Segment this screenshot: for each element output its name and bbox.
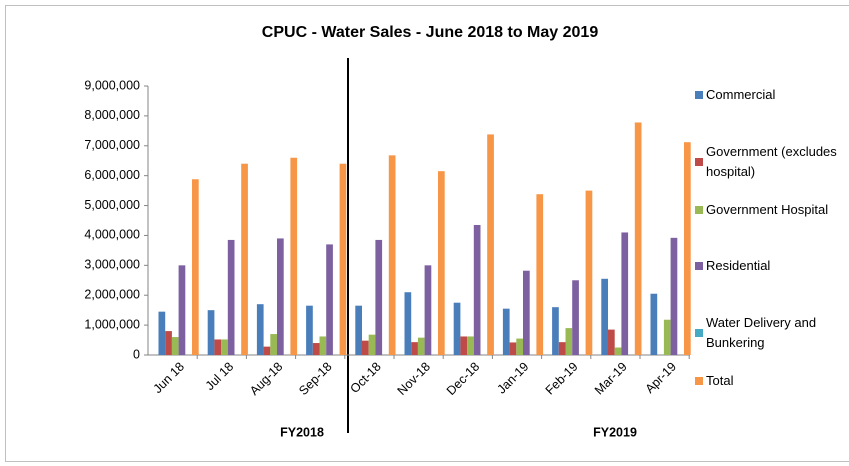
annotation: FY2018 <box>280 425 324 439</box>
bar <box>424 265 432 355</box>
legend-entry: Total <box>706 373 734 388</box>
legend-swatch <box>695 91 703 99</box>
y-tick-label: 3,000,000 <box>84 258 140 272</box>
annotation: FY2019 <box>593 425 637 439</box>
bar <box>178 265 186 355</box>
bar <box>417 337 425 355</box>
bar <box>614 347 622 355</box>
bar <box>263 346 271 355</box>
bar <box>241 163 248 355</box>
bar <box>634 122 642 355</box>
legend-label: Residential <box>706 258 771 273</box>
bar <box>684 142 691 355</box>
legend-label: Government Hospital <box>706 202 829 217</box>
chart-frame <box>5 5 849 462</box>
bar <box>565 328 573 355</box>
bar <box>487 134 494 355</box>
y-tick-label: 1,000,000 <box>84 317 140 331</box>
legend-entry: Government Hospital <box>706 202 829 217</box>
bar <box>621 232 629 355</box>
legend-entry: Government (excludes hospital) <box>706 144 837 179</box>
bar <box>221 339 228 355</box>
bar <box>165 331 172 355</box>
legend-label: Government (excludes hospital) <box>706 144 837 179</box>
bar <box>192 179 199 355</box>
bar <box>270 334 277 355</box>
legend-label: Total <box>706 373 734 388</box>
legend-swatch <box>695 377 703 385</box>
bar <box>362 340 369 355</box>
bar <box>585 190 593 355</box>
legend-swatch <box>695 206 703 214</box>
y-tick-label: 4,000,000 <box>84 228 140 242</box>
legend-swatch <box>695 262 703 270</box>
bar <box>207 310 215 355</box>
bar <box>312 343 320 355</box>
bar <box>572 280 579 355</box>
bar <box>368 334 376 355</box>
y-tick-label: 6,000,000 <box>84 168 140 182</box>
bar <box>608 329 615 355</box>
bar <box>670 237 678 355</box>
bar <box>158 311 166 355</box>
y-tick-label: 5,000,000 <box>84 198 140 212</box>
legend-entry: Residential <box>706 258 771 273</box>
bar <box>277 238 284 355</box>
bar <box>227 239 235 355</box>
chart-title: CPUC - Water Sales - June 2018 to May 20… <box>262 24 599 41</box>
y-tick-label: 8,000,000 <box>84 108 140 122</box>
legend-swatch <box>695 158 703 166</box>
bar <box>536 194 544 355</box>
bar <box>601 278 608 355</box>
bar <box>290 157 298 355</box>
bar <box>650 293 658 355</box>
bar <box>404 292 412 355</box>
bar <box>516 338 523 355</box>
bar <box>467 336 474 355</box>
legend-swatch <box>695 329 703 337</box>
legend-label: Water Delivery and Bunkering <box>706 315 817 350</box>
bar <box>326 244 333 355</box>
bar <box>523 270 530 355</box>
bar <box>319 336 327 355</box>
bar <box>355 305 362 355</box>
legend-label: Commercial <box>706 87 776 102</box>
bar <box>460 336 468 355</box>
legend-entry: Water Delivery and Bunkering <box>706 315 817 350</box>
y-tick-label: 9,000,000 <box>84 78 140 92</box>
bar <box>438 171 445 355</box>
y-tick-label: 0 <box>133 347 140 361</box>
bar <box>306 305 313 355</box>
bar <box>256 304 264 355</box>
bar <box>663 319 671 355</box>
legend-entry: Commercial <box>706 87 776 102</box>
y-tick-label: 2,000,000 <box>84 288 140 302</box>
bar <box>552 307 559 355</box>
bar <box>473 224 481 355</box>
bar <box>411 342 418 355</box>
bar <box>558 342 566 355</box>
bar <box>509 342 517 355</box>
bar <box>453 302 461 355</box>
bar <box>388 155 396 355</box>
y-tick-label: 7,000,000 <box>84 138 140 152</box>
bar <box>502 308 510 355</box>
bar <box>375 239 383 355</box>
bar <box>171 337 179 355</box>
bar <box>339 163 347 355</box>
bar <box>214 339 222 355</box>
